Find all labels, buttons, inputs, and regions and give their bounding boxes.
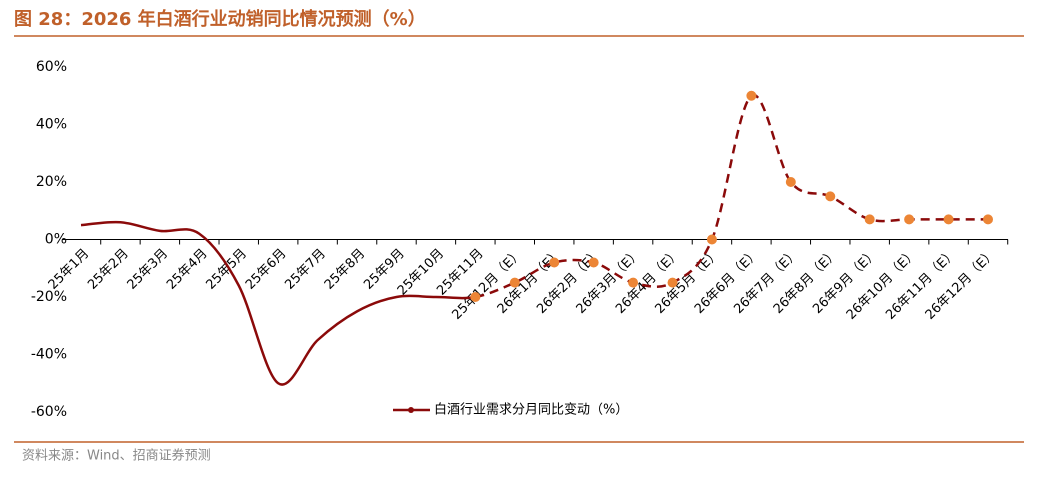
marker [904,214,915,225]
marker [549,257,560,268]
y-tick-label: 20% [36,174,67,190]
x-tick-label: 25年1月 [46,246,93,293]
legend-marker [408,407,414,413]
y-tick-label: -40% [31,347,67,363]
marker [943,214,954,225]
marker [825,191,836,202]
marker [983,214,993,225]
marker [628,277,639,288]
marker [746,90,757,101]
y-tick-label: 40% [36,117,67,133]
marker [864,214,875,225]
x-tick-label: 25年5月 [203,246,250,293]
x-tick-label: 26年10月（E） [844,246,921,323]
x-tick-label: 25年3月 [125,246,172,293]
y-tick-label: 60% [36,59,67,75]
x-tick-label: 26年11月（E） [883,246,960,323]
x-tick-label: 26年12月（E） [923,246,1000,323]
forecast-line [475,93,988,299]
y-tick-label: -60% [31,404,67,420]
legend-label: 白酒行业需求分月同比变动（%） [434,402,628,418]
marker [470,292,481,302]
actual-line [80,220,476,386]
x-tick-label: 25年2月 [85,246,132,293]
x-tick-label: 25年4月 [164,246,211,293]
marker [706,234,717,245]
marker [509,277,520,288]
x-tick-label: 25年6月 [243,246,290,293]
marker [667,277,678,288]
source: 资料来源：Wind、招商证券预测 [22,448,211,464]
y-tick-label: -20% [31,289,67,305]
x-tick-label: 25年7月 [282,246,329,293]
marker [588,257,599,268]
marker [785,177,796,187]
x-tick-label: 25年8月 [322,246,369,293]
chart-title: 图 28：2026 年白酒行业动销同比情况预测（%） [14,8,426,30]
y-tick-label: 0% [45,232,67,248]
